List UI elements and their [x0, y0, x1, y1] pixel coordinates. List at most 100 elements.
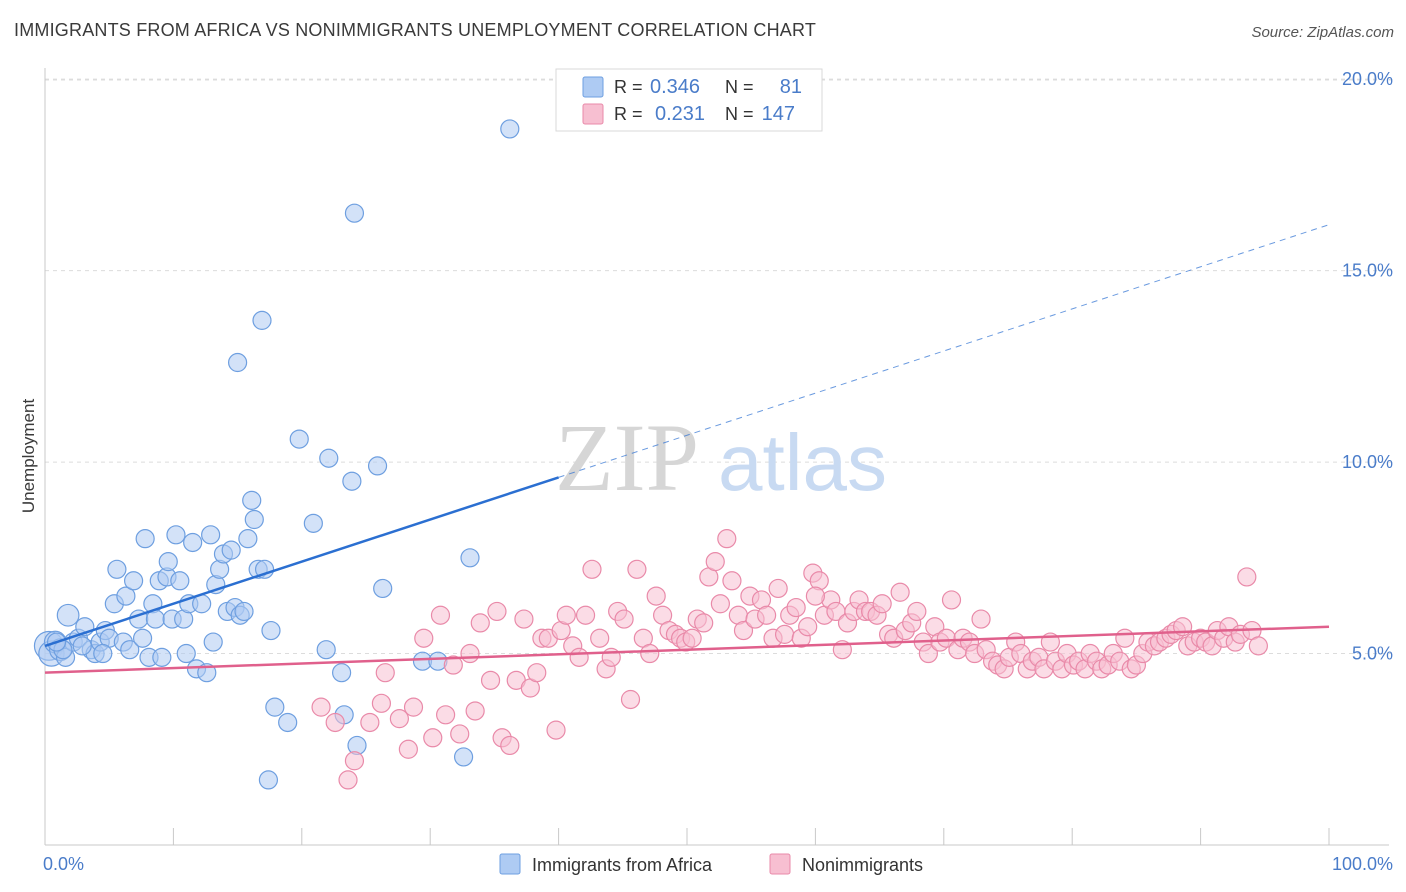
data-point — [465, 701, 485, 721]
data-point — [120, 640, 140, 660]
data-point — [375, 663, 395, 683]
data-point — [265, 697, 285, 717]
data-point — [201, 525, 221, 545]
data-point — [423, 728, 443, 748]
data-point — [316, 640, 336, 660]
legend-label-nonimmigrants: Nonimmigrants — [802, 855, 923, 875]
data-point — [261, 620, 281, 641]
watermark-atlas: atlas — [718, 418, 887, 507]
stats-n-value-africa: 81 — [780, 76, 802, 98]
data-point — [1248, 636, 1268, 656]
data-point — [244, 509, 264, 530]
data-point — [252, 310, 272, 330]
data-point — [590, 628, 610, 648]
data-point — [918, 643, 938, 664]
y-tick-label: 15.0% — [1342, 261, 1393, 281]
data-point — [546, 720, 566, 740]
data-point — [371, 693, 392, 713]
data-point — [123, 571, 144, 591]
data-point — [500, 735, 520, 756]
data-point — [135, 529, 155, 549]
data-point — [278, 712, 298, 733]
data-point — [342, 471, 362, 491]
data-point — [303, 513, 323, 533]
data-point — [722, 571, 742, 591]
watermark: ZIP atlas — [555, 404, 887, 511]
data-point — [453, 747, 474, 767]
data-point — [258, 770, 279, 790]
data-point — [786, 597, 806, 618]
data-point — [710, 594, 730, 614]
axes — [44, 68, 1389, 846]
source-credit: Source: ZipAtlas.com — [1251, 24, 1394, 41]
legend-swatch-nonimmigrants — [769, 853, 791, 875]
data-point — [332, 663, 352, 683]
data-point — [627, 559, 647, 579]
data-point — [805, 586, 826, 606]
data-point — [389, 709, 409, 729]
data-point — [694, 613, 714, 633]
data-point — [682, 628, 702, 648]
data-point — [203, 632, 223, 652]
data-point — [56, 603, 80, 627]
data-point — [971, 609, 991, 629]
trend-line-africa — [44, 476, 559, 648]
stats-r-value-nonimmigrants: 0.231 — [655, 103, 705, 125]
data-point — [646, 586, 666, 606]
data-point — [436, 705, 456, 725]
data-point — [414, 628, 434, 648]
data-point — [176, 643, 196, 664]
data-point — [367, 456, 388, 476]
trend-lines — [44, 224, 1330, 674]
data-point — [311, 697, 331, 717]
data-point — [907, 601, 927, 622]
data-point — [460, 548, 480, 568]
stats-n-label-nonimmigrants: N = — [725, 104, 754, 124]
data-point — [527, 663, 547, 683]
data-point — [640, 643, 660, 664]
data-point — [620, 689, 641, 710]
legend-swatch-africa — [499, 853, 521, 875]
series-nonimmigrants — [311, 529, 1268, 790]
data-point — [319, 448, 339, 468]
data-point — [614, 609, 634, 629]
stats-swatch-nonimmigrants — [582, 103, 604, 125]
stats-swatch-africa — [582, 76, 604, 98]
data-point — [360, 712, 380, 733]
data-point — [569, 647, 589, 667]
data-point — [158, 552, 178, 572]
data-point — [768, 578, 788, 599]
data-point — [166, 525, 186, 545]
y-tick-labels: 5.0% 10.0% 15.0% 20.0% — [1342, 69, 1393, 663]
data-point — [774, 624, 795, 644]
y-tick-label: 20.0% — [1342, 69, 1393, 89]
y-tick-label: 5.0% — [1352, 644, 1393, 664]
data-point — [228, 352, 248, 373]
data-point — [373, 578, 393, 599]
data-point — [183, 532, 203, 553]
data-point — [254, 559, 275, 579]
data-point — [460, 643, 480, 664]
bottom-legend: Immigrants from Africa Nonimmigrants — [499, 853, 923, 875]
watermark-zip: ZIP — [555, 404, 699, 511]
stats-n-label-africa: N = — [725, 77, 754, 97]
data-point — [132, 628, 153, 648]
data-point — [470, 613, 490, 633]
data-point — [234, 601, 254, 622]
stats-legend: R = 0.346 N = 81 R = 0.231 N = 147 — [555, 68, 823, 132]
data-point — [798, 617, 818, 637]
y-tick-label: 10.0% — [1342, 452, 1393, 472]
data-point — [170, 571, 190, 591]
data-point — [242, 490, 262, 510]
data-point — [941, 590, 962, 610]
data-point — [480, 670, 501, 690]
stats-n-value-nonimmigrants: 147 — [762, 103, 795, 125]
data-point — [1115, 628, 1135, 648]
x-tick-label: 0.0% — [43, 854, 84, 874]
data-point — [430, 605, 451, 625]
data-point — [705, 552, 725, 572]
trend-line-nonimmigrants — [44, 625, 1330, 674]
data-point — [514, 609, 534, 629]
data-point — [72, 636, 92, 656]
data-point — [338, 770, 358, 790]
